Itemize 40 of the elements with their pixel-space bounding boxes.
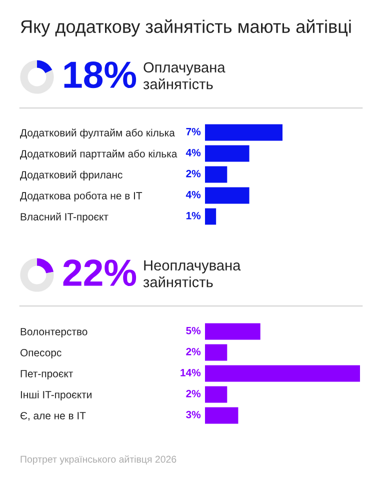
text: 22% <box>63 260 136 286</box>
bar <box>205 344 228 361</box>
text: Неоплачувана зайнятість <box>143 260 241 288</box>
data-label: 5% <box>186 326 201 334</box>
y-tick-label: Інші IT-проєкти <box>20 390 92 400</box>
data-label: 2% <box>186 170 201 178</box>
bar <box>205 365 360 382</box>
text: Оплачувана зайнятість <box>143 62 226 90</box>
bar <box>205 145 250 162</box>
data-label: 2% <box>186 348 201 356</box>
donut-slice <box>20 258 54 292</box>
y-tick-label: Додаткова робота не в IT <box>20 192 142 202</box>
text: Яку додаткову зайнятість мають айтівці <box>20 19 351 37</box>
y-tick-label: Додатковий фултайм або кілька <box>20 128 175 139</box>
donut-slice <box>37 60 52 74</box>
data-label: 1% <box>186 212 201 220</box>
bar <box>205 386 228 403</box>
bar <box>205 187 250 204</box>
bar <box>205 208 216 225</box>
bar <box>205 323 260 340</box>
bar <box>205 407 238 424</box>
y-tick-label: Є, але не в IT <box>20 412 86 421</box>
data-label: 14% <box>180 368 201 376</box>
text: 18% <box>64 62 136 88</box>
text: Портрет українського айтівця 2026 <box>20 455 176 465</box>
y-tick-label: Додатковий фриланс <box>20 170 122 181</box>
y-tick-label: Опесорс <box>20 349 62 358</box>
bar <box>205 124 282 141</box>
y-tick-label: Пет-проєкт <box>20 370 73 380</box>
bar <box>205 166 228 183</box>
data-label: 3% <box>186 410 201 418</box>
y-tick-label: Додатковий парттайм або кілька <box>20 150 178 160</box>
donut-slice <box>20 60 54 94</box>
donut-slice <box>37 258 54 274</box>
data-label: 2% <box>186 390 201 398</box>
data-label: 7% <box>186 128 201 136</box>
data-label: 4% <box>186 148 201 156</box>
data-label: 4% <box>186 190 201 198</box>
y-tick-label: Власний IT-проєкт <box>20 212 108 223</box>
y-tick-label: Волонтерство <box>20 328 88 338</box>
